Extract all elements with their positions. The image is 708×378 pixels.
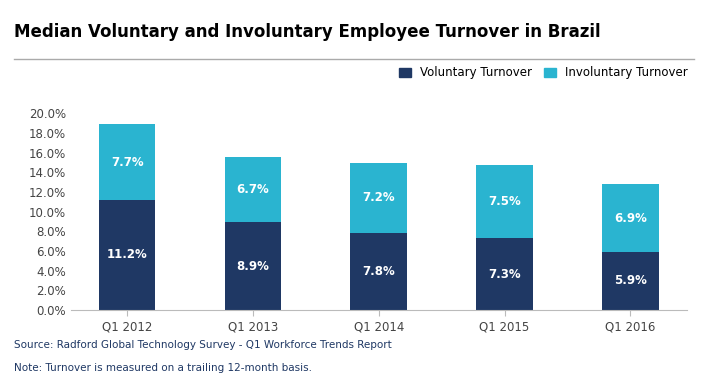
Bar — [350, 163, 407, 233]
Bar — [476, 238, 533, 310]
Legend: Voluntary Turnover, Involuntary Turnover: Voluntary Turnover, Involuntary Turnover — [399, 67, 688, 79]
Text: 7.8%: 7.8% — [362, 265, 395, 278]
Text: Median Voluntary and Involuntary Employee Turnover in Brazil: Median Voluntary and Involuntary Employe… — [14, 23, 601, 41]
Text: 7.2%: 7.2% — [362, 191, 395, 204]
Text: 8.9%: 8.9% — [236, 260, 269, 273]
Text: 7.5%: 7.5% — [489, 195, 521, 208]
Text: 6.7%: 6.7% — [236, 183, 269, 196]
Bar — [99, 124, 156, 200]
Text: Note: Turnover is measured on a trailing 12-month basis.: Note: Turnover is measured on a trailing… — [14, 363, 312, 373]
Text: 7.7%: 7.7% — [110, 156, 144, 169]
Bar — [224, 223, 281, 310]
Bar — [99, 200, 156, 310]
Bar — [602, 252, 658, 310]
Bar — [476, 164, 533, 238]
Text: 11.2%: 11.2% — [107, 248, 147, 262]
Text: Source: Radford Global Technology Survey - Q1 Workforce Trends Report: Source: Radford Global Technology Survey… — [14, 340, 392, 350]
Text: 6.9%: 6.9% — [614, 212, 647, 225]
Bar — [224, 156, 281, 223]
Bar — [602, 184, 658, 252]
Text: 5.9%: 5.9% — [614, 274, 647, 287]
Text: 7.3%: 7.3% — [489, 268, 521, 280]
Bar — [350, 233, 407, 310]
